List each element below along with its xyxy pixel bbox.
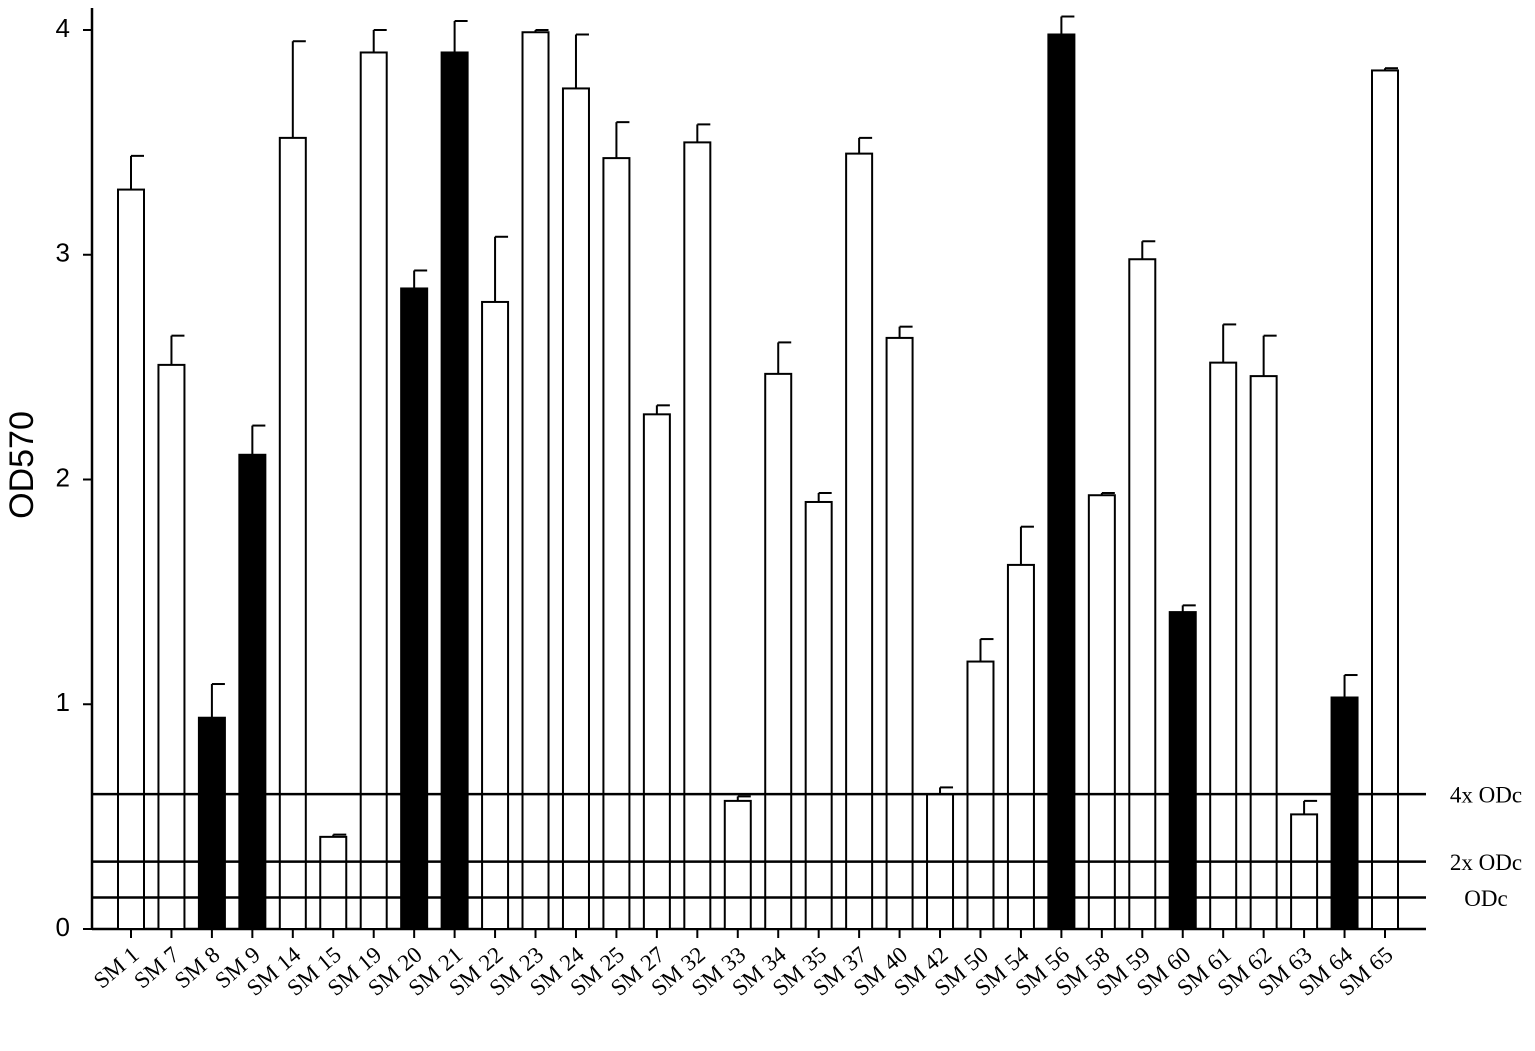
- bar: [117, 188, 145, 930]
- reference-label: 4x ODc: [1450, 782, 1522, 807]
- y-tick-label: 0: [56, 912, 70, 942]
- bar: [1290, 813, 1319, 930]
- bar: [1330, 696, 1359, 930]
- bar: [642, 413, 671, 930]
- bar: [400, 287, 429, 930]
- bar: [1168, 611, 1197, 930]
- bar: [1371, 69, 1399, 930]
- bar: [157, 363, 186, 930]
- bar: [481, 300, 510, 930]
- x-tick-label: SM 8: [170, 942, 225, 994]
- bar: [683, 141, 712, 930]
- bar: [845, 152, 874, 931]
- y-tick-label: 2: [56, 462, 70, 492]
- bar: [238, 453, 267, 930]
- y-tick-label: 4: [56, 13, 70, 43]
- bar: [1087, 494, 1116, 930]
- bar: [885, 336, 914, 931]
- bar: [440, 51, 469, 931]
- bar: [197, 716, 226, 930]
- bar: [1047, 33, 1076, 931]
- bar: [764, 372, 793, 930]
- bar: [1128, 258, 1157, 930]
- bar: [1209, 361, 1238, 930]
- bar: [319, 835, 348, 930]
- reference-label: 2x ODc: [1450, 850, 1522, 875]
- bar: [278, 136, 307, 930]
- bar: [1006, 563, 1035, 931]
- x-tick-label: SM 7: [129, 942, 184, 994]
- y-tick-label: 1: [56, 687, 70, 717]
- bar: [602, 157, 631, 931]
- bar: [561, 87, 590, 930]
- bar: [723, 799, 752, 931]
- y-axis-label: OD570: [3, 411, 41, 519]
- bar: [1249, 375, 1278, 930]
- x-tick-label: SM 1: [89, 942, 144, 994]
- bar: [521, 31, 550, 931]
- bar: [804, 500, 833, 930]
- bar: [359, 51, 388, 931]
- y-tick-label: 3: [56, 238, 70, 268]
- reference-label: ODc: [1464, 886, 1507, 911]
